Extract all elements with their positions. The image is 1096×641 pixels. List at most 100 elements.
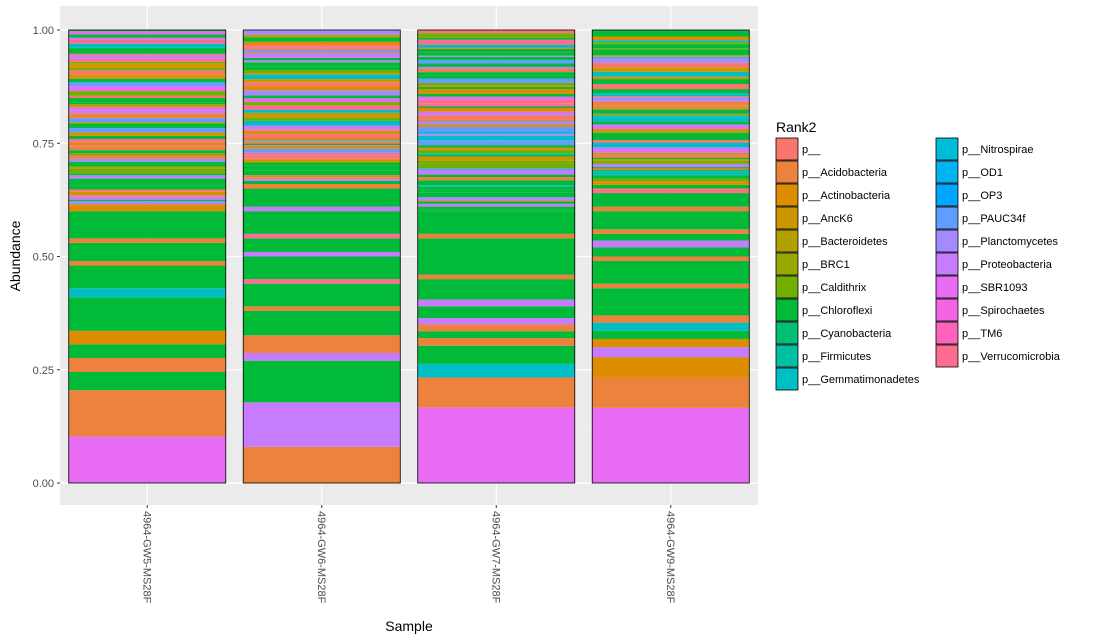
bar-segment: [243, 112, 401, 118]
bar-segment: [592, 288, 750, 316]
bar-segment: [417, 186, 575, 190]
bar-segment: [417, 147, 575, 150]
bar-segment: [243, 141, 401, 144]
legend-label: p__Cyanobacteria: [802, 328, 892, 340]
bar-segment: [592, 142, 750, 148]
legend-item: p__Gemmatimonadetes: [775, 367, 920, 391]
bar-segment: [417, 180, 575, 186]
legend-item: p__BRC1: [775, 252, 850, 276]
bar-segment: [68, 132, 226, 136]
legend-key: [935, 183, 959, 207]
bar-segment: [68, 372, 226, 391]
bar-segment: [243, 170, 401, 176]
bar-segment: [592, 136, 750, 141]
bar-segment: [243, 79, 401, 83]
legend: p__ p__Acidobacteria p__Actinobacteria p__A…: [775, 137, 1061, 391]
bar-segment: [68, 126, 226, 129]
bar-segment: [68, 123, 226, 127]
bar-segment: [68, 128, 226, 133]
legend-key: [775, 298, 799, 322]
bar-segment: [68, 178, 226, 183]
bar-segment: [592, 83, 750, 90]
bar-segment: [417, 156, 575, 161]
legend-key: [775, 252, 799, 276]
bar-segment: [592, 159, 750, 161]
bar-segment: [417, 209, 575, 212]
bar-segment: [243, 146, 401, 149]
bar-segment: [68, 390, 226, 437]
bar-segment: [592, 67, 750, 72]
legend-item: p__Actinobacteria: [775, 183, 891, 207]
bar-segment: [243, 335, 401, 353]
legend-label: p__OP3: [962, 190, 1002, 202]
bar-segment: [592, 147, 750, 151]
legend-label: p__AncK6: [802, 213, 853, 225]
legend-label: p__Nitrospirae: [962, 144, 1034, 156]
bar-segment: [68, 102, 226, 105]
bar-segment: [417, 82, 575, 86]
bar-segment: [592, 150, 750, 153]
legend-label: p__Chloroflexi: [802, 305, 872, 317]
bar-segment: [68, 68, 226, 71]
bar-segment: [243, 180, 401, 185]
bar-segment: [592, 175, 750, 179]
legend-label: p__OD1: [962, 167, 1003, 179]
bar-segment: [417, 135, 575, 141]
bar-segment: [243, 47, 401, 50]
bar-segment: [243, 129, 401, 131]
bar-segment: [417, 196, 575, 200]
legend-label: p__TM6: [962, 328, 1002, 340]
bar-segment: [417, 363, 575, 378]
bar-segment: [68, 31, 226, 35]
legend-key: [775, 137, 799, 161]
bar-segment: [417, 324, 575, 332]
bar-segment: [68, 261, 226, 266]
bar-segment: [68, 145, 226, 147]
bar-segment: [68, 166, 226, 169]
bar-segment: [243, 188, 401, 207]
bar-segment: [243, 306, 401, 311]
bar-segment: [417, 201, 575, 204]
bar-segment: [592, 160, 750, 164]
bar-segment: [592, 124, 750, 127]
bar-segment: [417, 407, 575, 483]
bar-segment: [68, 175, 226, 179]
bar-segment: [417, 44, 575, 48]
bar-segment: [592, 52, 750, 56]
y-tick-label: 1.00: [33, 25, 54, 37]
bar-segment: [417, 48, 575, 53]
bar-segment: [68, 55, 226, 59]
legend-item: p__Planctomycetes: [935, 229, 1058, 253]
bar-segment: [68, 63, 226, 67]
bar-segment: [417, 155, 575, 157]
legend-label: p__Proteobacteria: [962, 259, 1053, 271]
bar-segment: [592, 181, 750, 185]
bar-segment: [68, 66, 226, 69]
bar-segment: [592, 338, 750, 348]
legend-key: [935, 206, 959, 230]
bar-4964-GW9-MS28F: [591, 29, 750, 484]
legend-key: [935, 344, 959, 368]
bar-segment: [68, 122, 226, 124]
bar-segment: [592, 229, 750, 234]
x-tick-label: 4964-GW7-MS28F: [489, 511, 501, 604]
bar-segment: [68, 265, 226, 289]
bar-segment: [68, 70, 226, 75]
legend-item: p__OD1: [935, 160, 1003, 184]
bar-segment: [417, 274, 575, 280]
bar-segment: [592, 211, 750, 230]
bar-segment: [243, 82, 401, 87]
bar-segment: [243, 117, 401, 121]
bar-segment: [417, 52, 575, 56]
bar-segment: [592, 71, 750, 77]
bar-segment: [417, 177, 575, 181]
bar-segment: [417, 203, 575, 207]
bar-outline: [591, 29, 750, 484]
bar-segment: [592, 283, 750, 289]
bar-segment: [68, 47, 226, 49]
bar-segment: [243, 155, 401, 159]
bar-segment: [68, 113, 226, 119]
bar-segment: [417, 103, 575, 107]
bar-segment: [417, 93, 575, 97]
bar-segment: [417, 86, 575, 89]
